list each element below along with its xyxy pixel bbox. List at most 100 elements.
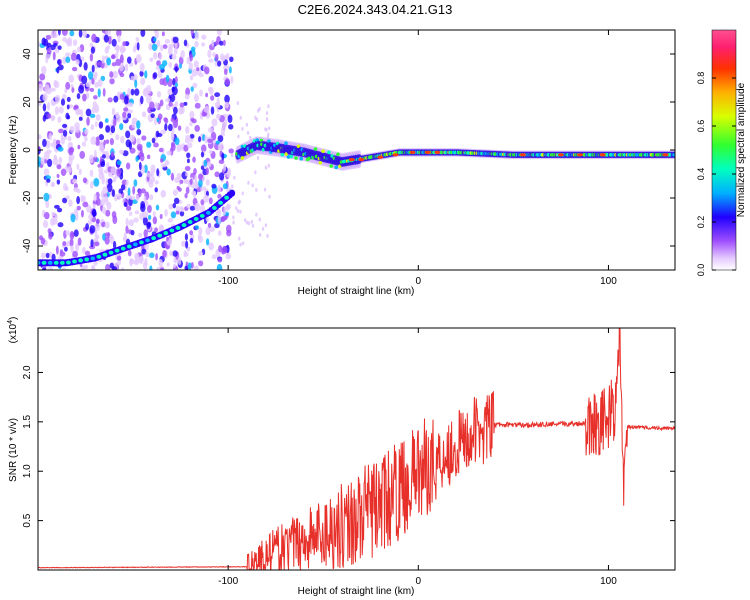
chirp-peak xyxy=(187,220,193,224)
ridge-peak xyxy=(280,152,285,157)
noise-speck xyxy=(211,183,217,189)
noise-speck xyxy=(122,111,127,118)
noise-speck xyxy=(179,206,184,211)
noise-speck xyxy=(40,237,46,245)
noise-speck xyxy=(159,267,165,270)
noise-speck xyxy=(160,44,164,52)
y-tick-label: 0.5 xyxy=(22,513,33,527)
noise-speck xyxy=(131,121,136,129)
noise-speck xyxy=(161,31,165,37)
noise-speck xyxy=(158,258,163,267)
noise-speck xyxy=(93,241,100,247)
noise-speck xyxy=(76,46,81,53)
noise-speck xyxy=(139,70,144,77)
noise-speck xyxy=(214,92,221,98)
noise-speck xyxy=(133,179,138,187)
noise-speck xyxy=(200,199,205,206)
noise-speck xyxy=(222,183,228,190)
noise-speck xyxy=(198,260,204,267)
noise-speck xyxy=(200,151,205,158)
ridge-hotspot xyxy=(557,153,564,157)
noise-speck xyxy=(68,74,75,83)
noise-speck xyxy=(189,75,194,81)
noise-speck xyxy=(70,232,75,238)
noise-speck xyxy=(245,122,249,127)
noise-speck xyxy=(195,225,200,230)
noise-speck xyxy=(209,226,216,232)
noise-speck xyxy=(239,209,242,214)
noise-speck xyxy=(130,229,135,236)
noise-speck xyxy=(99,144,105,153)
noise-speck xyxy=(63,183,68,191)
noise-speck xyxy=(142,211,149,219)
noise-speck xyxy=(133,260,140,266)
noise-speck xyxy=(239,115,242,120)
noise-speck xyxy=(183,39,188,47)
noise-speck xyxy=(156,40,161,48)
noise-speck xyxy=(140,77,146,86)
noise-speck xyxy=(110,151,115,158)
ridge-peak xyxy=(329,164,334,168)
noise-speck xyxy=(115,111,120,119)
noise-speck xyxy=(127,249,132,257)
chirp-peak xyxy=(59,260,65,265)
noise-speck xyxy=(58,128,64,134)
chirp-peak xyxy=(47,260,53,265)
colorbar-ticks: 0.0 0.2 0.4 0.6 0.8 xyxy=(696,72,736,276)
noise-speck xyxy=(258,217,262,222)
noise-speck xyxy=(68,199,73,207)
noise-speck xyxy=(38,156,42,165)
noise-speck xyxy=(109,262,114,269)
chirp-peak xyxy=(212,205,217,210)
y-tick-label: -20 xyxy=(22,190,33,205)
noise-speck xyxy=(58,106,64,114)
noise-speck xyxy=(113,95,119,103)
noise-speck xyxy=(153,52,158,60)
noise-speck xyxy=(50,87,56,92)
noise-speck xyxy=(80,194,84,203)
noise-speck xyxy=(185,240,189,249)
noise-speck xyxy=(112,176,117,183)
noise-speck xyxy=(207,138,213,143)
noise-speck xyxy=(80,56,85,62)
noise-speck xyxy=(183,252,189,257)
noise-speck xyxy=(61,30,68,36)
chirp-peak xyxy=(181,223,187,228)
noise-speck xyxy=(47,228,52,234)
noise-speck xyxy=(96,61,103,66)
noise-speck xyxy=(130,88,135,96)
noise-speck xyxy=(70,52,77,62)
noise-speck xyxy=(85,108,92,117)
noise-speck xyxy=(138,152,145,158)
chirp-peak xyxy=(163,231,169,236)
noise-speck xyxy=(146,222,151,230)
noise-speck xyxy=(56,164,62,170)
noise-speck xyxy=(57,116,62,123)
noise-speck xyxy=(232,215,235,220)
noise-speck xyxy=(164,123,168,131)
noise-speck xyxy=(156,60,161,67)
noise-speck xyxy=(117,34,121,43)
noise-speck xyxy=(62,241,67,247)
noise-speck xyxy=(71,66,78,72)
noise-speck xyxy=(127,109,134,114)
noise-speck xyxy=(104,236,110,245)
noise-speck xyxy=(153,116,157,126)
chirp-peak xyxy=(96,254,102,259)
noise-speck xyxy=(64,52,71,57)
chirp-mark xyxy=(228,189,236,197)
noise-speck xyxy=(90,124,95,131)
noise-speck xyxy=(167,88,173,96)
noise-speck xyxy=(217,135,224,143)
ridge-peak xyxy=(240,156,245,160)
noise-speck xyxy=(120,46,127,53)
noise-speck xyxy=(89,113,96,119)
noise-speck xyxy=(201,42,206,47)
noise-speck xyxy=(45,199,50,209)
noise-speck xyxy=(53,155,58,161)
noise-speck xyxy=(189,178,193,185)
noise-speck xyxy=(103,169,109,174)
noise-speck xyxy=(185,135,191,140)
noise-speck xyxy=(45,174,51,181)
noise-speck xyxy=(144,242,149,251)
